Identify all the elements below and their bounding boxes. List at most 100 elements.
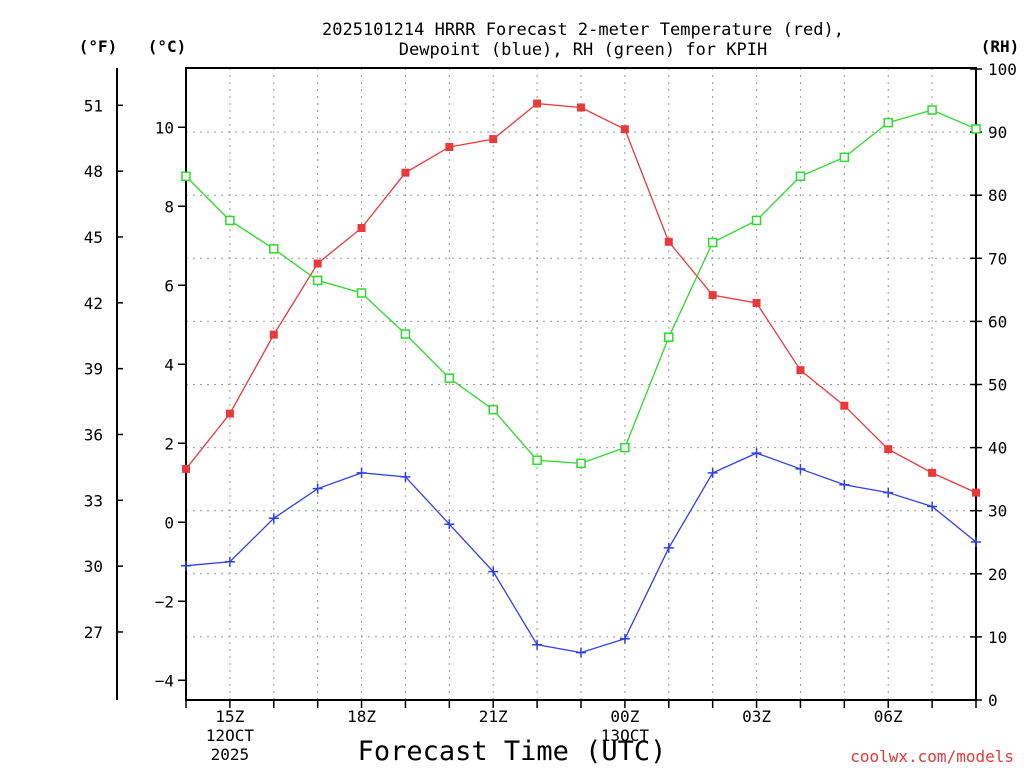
rh-point — [707, 237, 718, 248]
temperature-point — [840, 401, 849, 410]
rh-tick-label: 30 — [988, 502, 1007, 521]
fahrenheit-tick-label: 33 — [84, 491, 103, 510]
celsius-unit-label: (°C) — [148, 37, 187, 56]
temperature-point — [445, 143, 454, 151]
fahrenheit-tick-label: 27 — [84, 623, 103, 642]
rh-point — [269, 244, 279, 254]
dewpoint-point — [488, 566, 499, 577]
fahrenheit-tick-label: 39 — [84, 360, 103, 379]
celsius-tick-label: 8 — [164, 197, 174, 216]
temperature-point — [752, 299, 761, 308]
rh-point — [664, 332, 674, 342]
temperature-point — [577, 103, 585, 112]
temperature-point — [796, 366, 805, 375]
fahrenheit-axis: 27 30 33 36 39 42 45 48 51 — [84, 96, 123, 642]
temperature-point — [664, 237, 673, 246]
temperature-point — [489, 135, 498, 144]
x-axis-title: Forecast Time (UTC) — [358, 736, 667, 767]
rh-point — [532, 455, 542, 465]
temperature-point — [620, 125, 629, 134]
temperature-point — [313, 259, 322, 268]
x-tick-label: 00Z — [610, 707, 639, 726]
rh-point — [751, 215, 762, 226]
series-layer — [181, 99, 981, 658]
rh-tick-label: 70 — [988, 249, 1007, 268]
x-tick-label: 2025 — [211, 745, 250, 764]
rh-point — [971, 124, 981, 134]
dewpoint-point — [312, 483, 323, 494]
dewpoint-point — [224, 556, 235, 567]
x-tick-label: 12OCT — [206, 726, 255, 745]
rh-point — [400, 329, 411, 339]
dewpoint-point — [663, 542, 674, 553]
credit-text: coolwx.com/models — [850, 747, 1014, 766]
temperature-point — [928, 468, 937, 477]
x-tick-label: 13OCT — [601, 726, 650, 745]
rh-tick-label: 60 — [988, 312, 1007, 331]
fahrenheit-tick-label: 30 — [84, 557, 103, 576]
temperature-point — [401, 168, 410, 177]
dewpoint-point — [400, 471, 411, 482]
x-tick-label: 21Z — [479, 707, 508, 726]
grid — [186, 68, 976, 700]
celsius-tick-label: 10 — [155, 118, 174, 137]
temperature-series-line — [185, 102, 977, 494]
x-tick-label: 18Z — [347, 707, 376, 726]
celsius-axis: −4 −2 0 2 4 6 8 10 — [155, 118, 186, 690]
fahrenheit-tick-label: 42 — [84, 294, 103, 313]
celsius-tick-label: 2 — [164, 434, 174, 453]
rh-tick-label: 40 — [988, 439, 1007, 458]
celsius-tick-label: −2 — [155, 592, 174, 611]
fahrenheit-unit-label: (°F) — [79, 37, 118, 56]
dewpoint-point — [532, 639, 543, 650]
dewpoint-point — [444, 519, 455, 530]
rh-tick-label: 0 — [988, 691, 998, 710]
dewpoint-point — [707, 467, 718, 478]
fahrenheit-tick-label: 51 — [84, 96, 103, 115]
fahrenheit-tick-label: 48 — [84, 162, 103, 181]
dewpoint-point — [181, 560, 191, 571]
dewpoint-point — [576, 647, 586, 658]
temperature-point — [182, 464, 190, 473]
dewpoint-point — [356, 467, 367, 478]
rh-unit-label: (RH) — [981, 37, 1020, 56]
rh-point — [576, 458, 586, 469]
temperature-point — [225, 409, 234, 418]
temperature-point — [884, 445, 893, 454]
fahrenheit-tick-label: 45 — [84, 228, 103, 247]
celsius-tick-label: 4 — [164, 355, 174, 374]
rh-tick-label: 80 — [988, 186, 1007, 205]
rh-tick-label: 10 — [988, 628, 1007, 647]
rh-point — [225, 215, 235, 226]
rh-tick-label: 50 — [988, 376, 1007, 395]
x-tick-label: 06Z — [874, 707, 903, 726]
rh-point — [181, 171, 191, 182]
temperature-point — [533, 99, 542, 108]
dewpoint-point — [751, 448, 762, 459]
dewpoint-point — [795, 463, 806, 474]
celsius-tick-label: −4 — [155, 671, 174, 690]
temperature-point — [972, 488, 980, 497]
rh-point — [620, 442, 630, 453]
temperature-point — [708, 291, 717, 300]
chart-title-line1: 2025101214 HRRR Forecast 2-meter Tempera… — [322, 20, 844, 40]
rh-point — [839, 152, 850, 163]
rh-tick-label: 100 — [988, 60, 1017, 79]
dewpoint-point — [619, 633, 630, 644]
rh-point — [795, 171, 806, 182]
temperature-point — [269, 330, 278, 339]
celsius-tick-label: 0 — [164, 513, 174, 532]
celsius-tick-label: 6 — [164, 276, 174, 295]
rh-tick-label: 20 — [988, 565, 1007, 584]
dewpoint-point — [971, 537, 981, 547]
rh-point — [927, 105, 937, 115]
dewpoint-point — [883, 487, 894, 498]
x-tick-label: 03Z — [742, 707, 771, 726]
rh-point — [488, 404, 498, 415]
rh-point — [883, 117, 893, 128]
dewpoint-point — [268, 513, 279, 524]
rh-point — [356, 288, 367, 298]
temperature-point — [357, 223, 366, 232]
